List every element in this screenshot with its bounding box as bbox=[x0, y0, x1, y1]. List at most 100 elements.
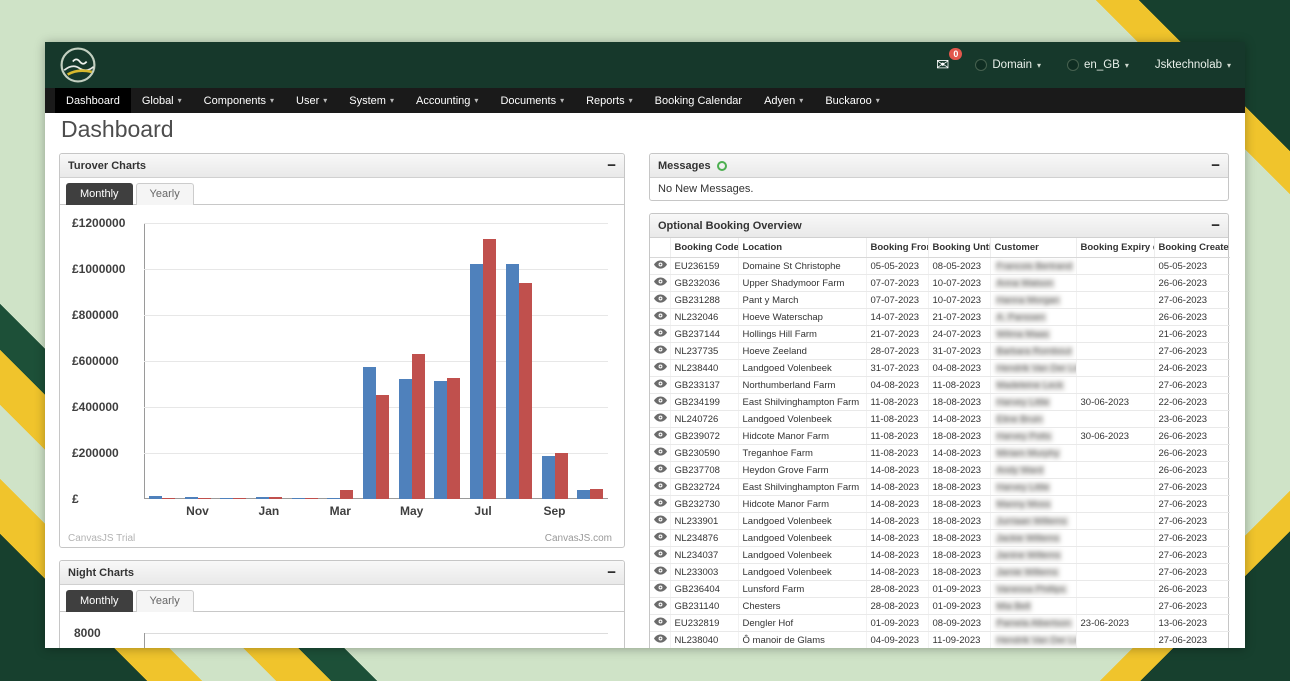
eye-icon[interactable] bbox=[654, 362, 667, 374]
turnover-tabs: Monthly Yearly bbox=[60, 178, 624, 205]
tab-yearly[interactable]: Yearly bbox=[136, 183, 194, 205]
eye-icon[interactable] bbox=[654, 447, 667, 459]
minimize-button[interactable]: − bbox=[1211, 221, 1220, 231]
cell-customer: Harvey Little bbox=[990, 479, 1076, 496]
mail-badge: 0 bbox=[949, 48, 962, 60]
eye-icon[interactable] bbox=[654, 396, 667, 408]
gridline bbox=[144, 633, 608, 634]
y-axis-label: £600000 bbox=[72, 354, 119, 368]
nav-item-components[interactable]: Components▾ bbox=[193, 88, 285, 113]
table-row: NL233003Landgoed Volenbeek14-08-202318-0… bbox=[650, 564, 1230, 581]
locale-dropdown[interactable]: en_GB ▾ bbox=[1067, 59, 1129, 71]
cell-location: Heydon Grove Farm bbox=[738, 462, 866, 479]
cell-customer: Hendrik Van Der Linden bbox=[990, 632, 1076, 649]
chevron-down-icon: ▾ bbox=[629, 96, 633, 105]
cell-location: Domaine St Christophe bbox=[738, 258, 866, 275]
nav-item-dashboard[interactable]: Dashboard bbox=[55, 88, 131, 113]
chart-bar bbox=[447, 378, 460, 499]
minimize-button[interactable]: − bbox=[607, 568, 616, 578]
column-header: Customer bbox=[990, 238, 1076, 258]
eye-icon[interactable] bbox=[654, 634, 667, 646]
y-axis-label: £400000 bbox=[72, 400, 119, 414]
cell-customer: Hanna Morgan bbox=[990, 292, 1076, 309]
canvasjs-link[interactable]: CanvasJS.com bbox=[545, 533, 612, 544]
nav-item-reports[interactable]: Reports ▾ bbox=[575, 88, 644, 113]
eye-icon[interactable] bbox=[654, 294, 667, 306]
eye-icon[interactable] bbox=[654, 498, 667, 510]
user-menu-dropdown[interactable]: Jsktechnolab ▾ bbox=[1155, 59, 1231, 71]
cell-expiry-date: 30-06-2023 bbox=[1076, 428, 1154, 445]
cell-customer: Andy Ward bbox=[990, 462, 1076, 479]
eye-icon[interactable] bbox=[654, 566, 667, 578]
cell-booking-code: GB231288 bbox=[670, 292, 738, 309]
eye-icon[interactable] bbox=[654, 379, 667, 391]
eye-icon[interactable] bbox=[654, 583, 667, 595]
messages-panel: Messages − No New Messages. bbox=[649, 153, 1229, 201]
cell-location: Ô manoir de Glams bbox=[738, 632, 866, 649]
cell-location: Landgoed Volenbeek bbox=[738, 513, 866, 530]
nav-item-label: Reports bbox=[586, 95, 625, 107]
domain-label: Domain bbox=[992, 59, 1032, 71]
canvasjs-trial-watermark: CanvasJS Trial bbox=[68, 533, 135, 544]
cell-booking-from: 14-08-2023 bbox=[866, 496, 928, 513]
eye-icon[interactable] bbox=[654, 515, 667, 527]
cell-expiry-date bbox=[1076, 360, 1154, 377]
view-column-header bbox=[650, 238, 670, 258]
app-logo[interactable] bbox=[59, 46, 97, 84]
eye-icon[interactable] bbox=[654, 430, 667, 442]
cell-booking-until: 18-08-2023 bbox=[928, 547, 990, 564]
view-cell bbox=[650, 530, 670, 547]
messages-mail-button[interactable]: ✉ 0 bbox=[936, 55, 949, 75]
nav-item-documents[interactable]: Documents▾ bbox=[489, 88, 575, 113]
eye-icon[interactable] bbox=[654, 481, 667, 493]
eye-icon[interactable] bbox=[654, 260, 667, 272]
app-window: ✉ 0 Domain ▾ en_GB ▾ Jsktechnolab ▾ Dash… bbox=[45, 42, 1245, 648]
cell-location: Landgoed Volenbeek bbox=[738, 564, 866, 581]
nav-item-user[interactable]: User▾ bbox=[285, 88, 338, 113]
cell-booking-until: 11-09-2023 bbox=[928, 632, 990, 649]
eye-icon[interactable] bbox=[654, 600, 667, 612]
tab-monthly[interactable]: Monthly bbox=[66, 183, 133, 205]
main-nav: DashboardGlobal▾Components▾User▾System▾A… bbox=[45, 88, 1245, 113]
view-cell bbox=[650, 360, 670, 377]
view-cell bbox=[650, 598, 670, 615]
nav-item-global[interactable]: Global▾ bbox=[131, 88, 193, 113]
chart-bar bbox=[162, 498, 175, 499]
cell-expiry-date bbox=[1076, 632, 1154, 649]
nav-item-system[interactable]: System▾ bbox=[338, 88, 405, 113]
y-axis-label: £1200000 bbox=[72, 216, 125, 230]
locale-label: en_GB bbox=[1084, 59, 1120, 71]
tab-yearly[interactable]: Yearly bbox=[136, 590, 194, 612]
cell-create-date: 26-06-2023 bbox=[1154, 462, 1230, 479]
chevron-down-icon: ▾ bbox=[178, 96, 182, 105]
table-row: GB232724East Shilvinghampton Farm14-08-2… bbox=[650, 479, 1230, 496]
eye-icon[interactable] bbox=[654, 277, 667, 289]
nav-item-adyen[interactable]: Adyen▾ bbox=[753, 88, 814, 113]
domain-dropdown[interactable]: Domain ▾ bbox=[975, 59, 1041, 71]
nav-item-booking-calendar[interactable]: Booking Calendar bbox=[644, 88, 753, 113]
eye-icon[interactable] bbox=[654, 464, 667, 476]
cell-booking-code: NL238440 bbox=[670, 360, 738, 377]
cell-create-date: 27-06-2023 bbox=[1154, 547, 1230, 564]
minimize-button[interactable]: − bbox=[1211, 161, 1220, 171]
cell-expiry-date bbox=[1076, 258, 1154, 275]
eye-icon[interactable] bbox=[654, 328, 667, 340]
cell-location: Landgoed Volenbeek bbox=[738, 547, 866, 564]
eye-icon[interactable] bbox=[654, 617, 667, 629]
booking-panel-header: Optional Booking Overview − bbox=[650, 214, 1228, 238]
nav-item-buckaroo[interactable]: Buckaroo▾ bbox=[814, 88, 891, 113]
view-cell bbox=[650, 632, 670, 649]
cell-booking-from: 21-07-2023 bbox=[866, 326, 928, 343]
tab-monthly[interactable]: Monthly bbox=[66, 590, 133, 612]
eye-icon[interactable] bbox=[654, 413, 667, 425]
eye-icon[interactable] bbox=[654, 345, 667, 357]
minimize-button[interactable]: − bbox=[607, 161, 616, 171]
nav-item-accounting[interactable]: Accounting▾ bbox=[405, 88, 489, 113]
table-row: GB230590Treganhoe Farm11-08-202314-08-20… bbox=[650, 445, 1230, 462]
eye-icon[interactable] bbox=[654, 532, 667, 544]
table-row: GB234199East Shilvinghampton Farm11-08-2… bbox=[650, 394, 1230, 411]
y-axis-label: £200000 bbox=[72, 446, 119, 460]
eye-icon[interactable] bbox=[654, 549, 667, 561]
eye-icon[interactable] bbox=[654, 311, 667, 323]
cell-expiry-date bbox=[1076, 598, 1154, 615]
